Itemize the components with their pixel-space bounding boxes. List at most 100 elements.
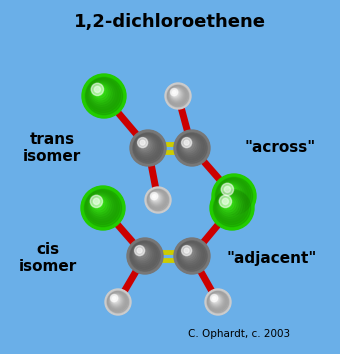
Circle shape <box>110 295 118 302</box>
Circle shape <box>213 297 217 301</box>
Circle shape <box>110 294 123 307</box>
Circle shape <box>212 174 256 218</box>
Circle shape <box>94 86 106 98</box>
Circle shape <box>136 247 149 259</box>
Circle shape <box>225 187 234 196</box>
Circle shape <box>139 139 150 150</box>
Circle shape <box>184 249 192 256</box>
Circle shape <box>133 244 154 264</box>
Text: 1,2-dichloroethene: 1,2-dichloroethene <box>74 13 266 31</box>
Circle shape <box>183 139 196 152</box>
Circle shape <box>226 188 232 194</box>
Circle shape <box>205 289 231 315</box>
Circle shape <box>134 133 162 162</box>
Circle shape <box>154 196 156 198</box>
Circle shape <box>179 243 202 266</box>
Circle shape <box>137 249 145 256</box>
Circle shape <box>114 298 116 299</box>
Circle shape <box>131 242 157 268</box>
Circle shape <box>212 296 219 303</box>
Circle shape <box>110 295 122 306</box>
Circle shape <box>207 291 229 313</box>
Circle shape <box>137 247 147 258</box>
Circle shape <box>173 91 177 95</box>
Circle shape <box>171 88 182 100</box>
Circle shape <box>109 293 125 309</box>
Circle shape <box>135 246 150 261</box>
Circle shape <box>141 141 146 146</box>
Circle shape <box>215 177 253 215</box>
Circle shape <box>177 241 206 270</box>
Circle shape <box>93 198 100 205</box>
Circle shape <box>209 293 225 309</box>
Text: trans
isomer: trans isomer <box>23 132 81 164</box>
Circle shape <box>138 138 153 153</box>
Circle shape <box>227 189 230 192</box>
Circle shape <box>207 292 228 312</box>
Circle shape <box>184 141 192 148</box>
Circle shape <box>151 193 160 202</box>
Circle shape <box>88 80 117 108</box>
Circle shape <box>178 135 204 160</box>
Circle shape <box>142 142 144 145</box>
Circle shape <box>184 248 189 253</box>
Circle shape <box>210 295 218 302</box>
Circle shape <box>138 249 143 255</box>
Circle shape <box>183 247 196 259</box>
Circle shape <box>218 181 246 209</box>
Circle shape <box>96 201 99 204</box>
Circle shape <box>148 190 168 210</box>
Circle shape <box>97 89 100 92</box>
Circle shape <box>174 238 210 274</box>
Circle shape <box>211 295 222 306</box>
Circle shape <box>87 193 116 221</box>
Circle shape <box>152 194 159 201</box>
Circle shape <box>223 199 232 208</box>
Circle shape <box>223 185 238 200</box>
Circle shape <box>177 133 206 162</box>
Circle shape <box>177 133 207 163</box>
Circle shape <box>112 296 119 303</box>
Circle shape <box>132 243 155 266</box>
Circle shape <box>108 292 126 310</box>
Circle shape <box>90 195 109 214</box>
Circle shape <box>177 241 207 271</box>
Circle shape <box>170 88 178 96</box>
Circle shape <box>153 195 157 199</box>
Circle shape <box>222 198 228 205</box>
Circle shape <box>135 246 144 256</box>
Circle shape <box>185 141 190 146</box>
Circle shape <box>82 74 126 118</box>
Circle shape <box>221 183 242 204</box>
Circle shape <box>90 82 112 104</box>
Circle shape <box>214 298 216 299</box>
Circle shape <box>222 184 240 202</box>
Circle shape <box>130 130 166 166</box>
Circle shape <box>169 87 184 102</box>
Circle shape <box>169 87 185 103</box>
Circle shape <box>149 192 164 206</box>
Circle shape <box>93 198 105 210</box>
Circle shape <box>153 194 158 200</box>
Circle shape <box>184 247 194 258</box>
Circle shape <box>217 179 249 211</box>
Circle shape <box>112 296 116 300</box>
Circle shape <box>92 85 108 100</box>
Text: C. Ophardt, c. 2003: C. Ophardt, c. 2003 <box>188 329 290 339</box>
Circle shape <box>85 190 120 225</box>
Circle shape <box>172 90 176 94</box>
Circle shape <box>210 294 223 307</box>
Circle shape <box>171 89 181 98</box>
Circle shape <box>94 199 103 208</box>
Circle shape <box>147 189 169 211</box>
Circle shape <box>90 195 103 207</box>
Circle shape <box>212 297 218 302</box>
Circle shape <box>109 293 124 308</box>
Circle shape <box>174 92 175 93</box>
Circle shape <box>167 85 189 107</box>
Circle shape <box>88 194 114 218</box>
Circle shape <box>107 291 129 313</box>
Circle shape <box>182 138 192 148</box>
Circle shape <box>130 241 160 271</box>
Circle shape <box>107 292 128 312</box>
